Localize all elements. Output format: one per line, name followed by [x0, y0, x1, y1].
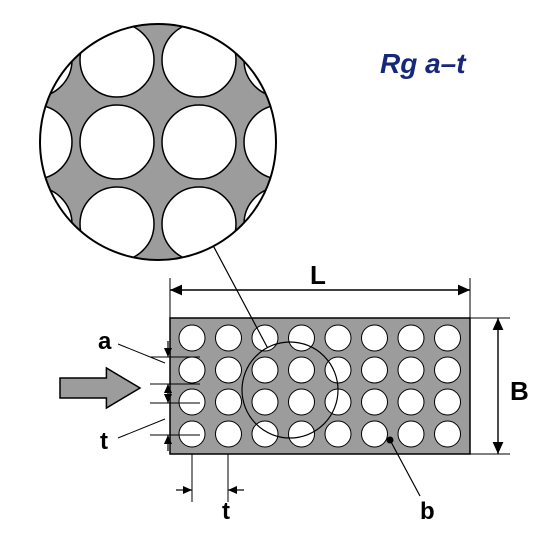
label-B: B [510, 376, 529, 407]
label-b: b [420, 498, 435, 526]
label-a: a [98, 328, 111, 356]
label-L: L [310, 260, 326, 291]
label-t-bottom: t [222, 498, 230, 526]
label-t-side: t [100, 428, 108, 456]
diagram-canvas: Rg a–t L B a t t b [0, 0, 550, 550]
diagram-title: Rg a–t [380, 48, 466, 80]
diagram-svg [0, 0, 550, 550]
